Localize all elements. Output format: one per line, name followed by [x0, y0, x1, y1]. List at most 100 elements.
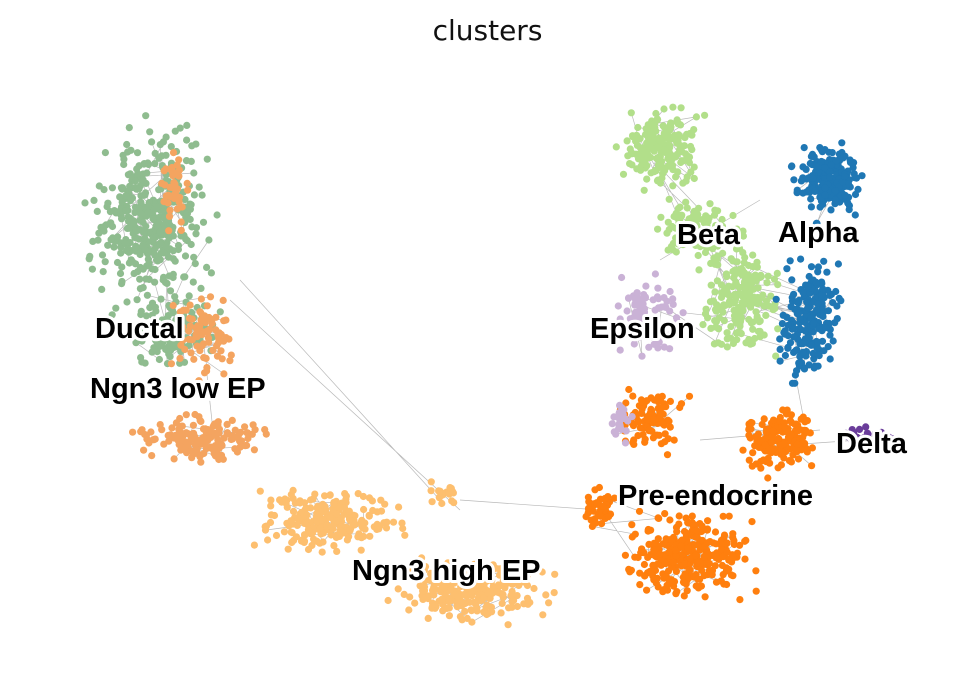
data-point: [108, 184, 116, 192]
data-point: [203, 302, 211, 310]
data-point: [694, 210, 702, 219]
data-point: [749, 449, 757, 457]
data-point: [416, 573, 424, 581]
data-point: [722, 567, 730, 575]
data-point: [182, 411, 190, 419]
data-point: [780, 423, 788, 431]
data-point: [116, 269, 125, 278]
data-point: [217, 347, 225, 355]
data-point: [518, 573, 527, 582]
data-point: [450, 499, 458, 507]
data-point: [711, 562, 719, 570]
data-point: [188, 336, 196, 344]
data-point: [156, 228, 164, 236]
data-point: [799, 174, 807, 182]
data-point: [709, 226, 718, 235]
data-point: [542, 591, 550, 599]
data-point: [151, 160, 159, 168]
data-point: [762, 428, 770, 436]
data-point: [250, 446, 258, 454]
data-point: [686, 554, 694, 563]
data-point: [197, 284, 205, 292]
data-point: [659, 330, 667, 338]
data-point: [655, 431, 663, 439]
data-point: [666, 142, 674, 150]
data-point: [812, 278, 820, 286]
data-point: [807, 341, 815, 349]
data-point: [757, 272, 765, 281]
data-point: [828, 149, 836, 157]
data-point: [653, 177, 662, 185]
data-point: [219, 296, 227, 304]
data-point: [673, 528, 681, 536]
data-point: [631, 530, 639, 538]
data-point: [159, 138, 167, 146]
data-point: [769, 427, 778, 435]
data-point: [188, 308, 196, 317]
data-point: [746, 340, 755, 348]
data-point: [654, 284, 662, 292]
data-point: [732, 238, 740, 246]
data-point: [231, 445, 239, 453]
data-point: [508, 580, 516, 588]
data-point: [683, 587, 691, 595]
data-point: [313, 509, 321, 518]
data-point: [771, 304, 779, 313]
data-point: [101, 258, 109, 266]
series-pre-endocrine: [582, 385, 817, 604]
data-point: [165, 234, 173, 242]
data-point: [827, 161, 836, 169]
series-epsilon: [605, 270, 687, 447]
data-point: [513, 566, 521, 574]
data-point: [672, 567, 681, 576]
data-point: [725, 292, 734, 300]
data-point: [788, 379, 797, 387]
data-point: [659, 420, 667, 428]
data-point: [712, 554, 720, 562]
data-point: [826, 173, 834, 181]
series-beta: [612, 103, 782, 360]
data-point: [629, 438, 637, 447]
data-point: [790, 176, 798, 184]
data-point: [692, 113, 701, 121]
data-point: [766, 459, 774, 467]
data-point: [807, 263, 816, 271]
data-point: [694, 575, 702, 583]
data-point: [759, 291, 767, 299]
data-point: [237, 443, 245, 451]
data-point: [431, 600, 439, 609]
data-point: [118, 280, 126, 288]
data-point: [330, 500, 338, 508]
data-point: [625, 385, 633, 394]
data-point: [799, 289, 807, 297]
data-point: [820, 347, 828, 355]
data-point: [118, 215, 126, 223]
data-point: [786, 257, 794, 265]
data-point: [398, 519, 406, 527]
data-point: [680, 579, 688, 587]
data-point: [644, 527, 652, 535]
data-point: [411, 599, 419, 607]
data-point: [226, 357, 234, 365]
data-point: [707, 259, 715, 267]
data-point: [739, 232, 748, 240]
data-point: [165, 212, 174, 220]
data-point: [197, 309, 205, 317]
data-point: [691, 521, 699, 529]
data-point: [795, 309, 803, 317]
data-point: [630, 340, 638, 348]
data-point: [241, 423, 249, 431]
data-point: [167, 323, 175, 332]
data-point: [236, 437, 244, 445]
data-point: [622, 399, 630, 407]
data-point: [470, 571, 478, 579]
data-point: [413, 561, 421, 569]
data-point: [584, 504, 593, 512]
data-point: [165, 227, 173, 235]
data-point: [330, 542, 338, 550]
data-point: [418, 554, 426, 562]
data-point: [799, 348, 807, 356]
data-point: [634, 432, 642, 440]
data-point: [821, 191, 829, 199]
data-point: [797, 326, 805, 334]
